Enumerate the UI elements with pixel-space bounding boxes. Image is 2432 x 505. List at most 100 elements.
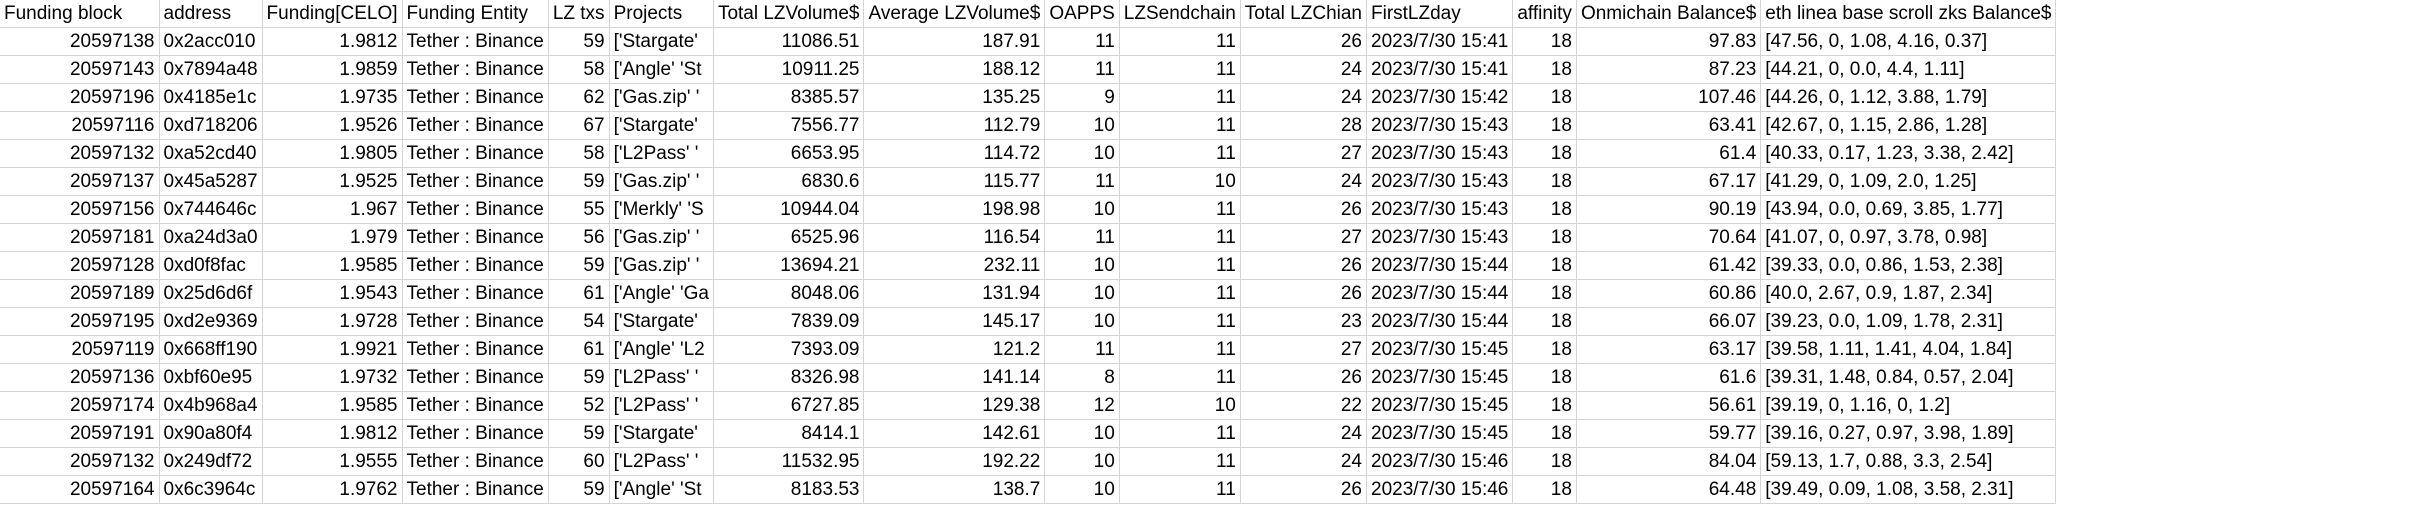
cell-affinity[interactable]: 18	[1512, 419, 1577, 448]
cell-lz-txs[interactable]: 58	[548, 55, 610, 84]
cell-funding-celo[interactable]: 1.9543	[262, 279, 403, 308]
cell-first-lz-day[interactable]: 2023/7/30 15:44	[1366, 279, 1514, 308]
cell-projects[interactable]: ['Gas.zip' '	[609, 83, 714, 112]
cell-lz-txs[interactable]: 55	[548, 195, 610, 224]
cell-oapps[interactable]: 10	[1044, 447, 1120, 476]
cell-funding-block[interactable]: 20597196	[0, 83, 160, 112]
cell-oapps[interactable]: 10	[1044, 475, 1120, 504]
cell-address[interactable]: 0x7894a48	[159, 55, 263, 84]
cell-onmichain-balance[interactable]: 60.86	[1576, 279, 1762, 308]
cell-chain-balances[interactable]: [39.33, 0.0, 0.86, 1.53, 2.38]	[1760, 251, 2057, 280]
cell-first-lz-day[interactable]: 2023/7/30 15:41	[1366, 27, 1514, 56]
cell-lz-sendchain[interactable]: 11	[1119, 55, 1241, 84]
cell-funding-celo[interactable]: 1.9762	[262, 475, 403, 504]
cell-lz-sendchain[interactable]: 11	[1119, 223, 1241, 252]
cell-total-lz-volume[interactable]: 7839.09	[713, 307, 865, 336]
cell-total-lz-volume[interactable]: 6653.95	[713, 139, 865, 168]
cell-address[interactable]: 0xd718206	[159, 111, 263, 140]
cell-funding-celo[interactable]: 1.9859	[262, 55, 403, 84]
cell-total-lz-volume[interactable]: 8385.57	[713, 83, 865, 112]
cell-lz-txs[interactable]: 59	[548, 27, 610, 56]
cell-first-lz-day[interactable]: 2023/7/30 15:43	[1366, 111, 1514, 140]
cell-total-lz-chian[interactable]: 24	[1240, 83, 1368, 112]
cell-oapps[interactable]: 11	[1044, 55, 1120, 84]
cell-funding-celo[interactable]: 1.9585	[262, 251, 403, 280]
cell-total-lz-chian[interactable]: 24	[1240, 419, 1368, 448]
cell-funding-celo[interactable]: 1.979	[262, 223, 403, 252]
cell-lz-sendchain[interactable]: 11	[1119, 195, 1241, 224]
cell-first-lz-day[interactable]: 2023/7/30 15:43	[1366, 223, 1514, 252]
cell-lz-sendchain[interactable]: 11	[1119, 307, 1241, 336]
cell-address[interactable]: 0xbf60e95	[159, 363, 263, 392]
cell-lz-sendchain[interactable]: 10	[1119, 391, 1241, 420]
cell-average-lz-volume[interactable]: 131.94	[863, 279, 1046, 308]
cell-funding-entity[interactable]: Tether : Binance	[402, 55, 549, 84]
cell-first-lz-day[interactable]: 2023/7/30 15:44	[1366, 307, 1514, 336]
cell-funding-block[interactable]: 20597136	[0, 363, 160, 392]
cell-funding-block[interactable]: 20597191	[0, 419, 160, 448]
cell-first-lz-day[interactable]: 2023/7/30 15:43	[1366, 195, 1514, 224]
cell-funding-block[interactable]: 20597132	[0, 447, 160, 476]
cell-funding-entity[interactable]: Tether : Binance	[402, 27, 549, 56]
cell-average-lz-volume[interactable]: 141.14	[863, 363, 1046, 392]
cell-funding-celo[interactable]: 1.9812	[262, 419, 403, 448]
cell-projects[interactable]: ['Stargate'	[609, 307, 714, 336]
cell-funding-entity[interactable]: Tether : Binance	[402, 363, 549, 392]
cell-funding-entity[interactable]: Tether : Binance	[402, 195, 549, 224]
cell-oapps[interactable]: 11	[1044, 223, 1120, 252]
cell-total-lz-volume[interactable]: 7393.09	[713, 335, 865, 364]
cell-funding-block[interactable]: 20597119	[0, 335, 160, 364]
cell-address[interactable]: 0x668ff190	[159, 335, 263, 364]
cell-first-lz-day[interactable]: 2023/7/30 15:41	[1366, 55, 1514, 84]
cell-onmichain-balance[interactable]: 61.4	[1576, 139, 1762, 168]
cell-affinity[interactable]: 18	[1512, 83, 1577, 112]
cell-oapps[interactable]: 11	[1044, 167, 1120, 196]
cell-funding-block[interactable]: 20597181	[0, 223, 160, 252]
cell-onmichain-balance[interactable]: 97.83	[1576, 27, 1762, 56]
cell-projects[interactable]: ['L2Pass' '	[609, 363, 714, 392]
cell-first-lz-day[interactable]: 2023/7/30 15:43	[1366, 139, 1514, 168]
cell-average-lz-volume[interactable]: 232.11	[863, 251, 1046, 280]
cell-total-lz-chian[interactable]: 23	[1240, 307, 1368, 336]
cell-average-lz-volume[interactable]: 142.61	[863, 419, 1046, 448]
cell-affinity[interactable]: 18	[1512, 251, 1577, 280]
column-header-lz-txs[interactable]: LZ txs	[548, 0, 610, 28]
cell-total-lz-volume[interactable]: 8414.1	[713, 419, 865, 448]
cell-chain-balances[interactable]: [39.16, 0.27, 0.97, 3.98, 1.89]	[1760, 419, 2057, 448]
cell-first-lz-day[interactable]: 2023/7/30 15:42	[1366, 83, 1514, 112]
cell-average-lz-volume[interactable]: 188.12	[863, 55, 1046, 84]
cell-total-lz-chian[interactable]: 24	[1240, 447, 1368, 476]
cell-lz-txs[interactable]: 61	[548, 279, 610, 308]
cell-funding-celo[interactable]: 1.9921	[262, 335, 403, 364]
cell-average-lz-volume[interactable]: 112.79	[863, 111, 1046, 140]
cell-projects[interactable]: ['Stargate'	[609, 111, 714, 140]
cell-address[interactable]: 0xd2e9369	[159, 307, 263, 336]
cell-average-lz-volume[interactable]: 121.2	[863, 335, 1046, 364]
column-header-affinity[interactable]: affinity	[1512, 0, 1577, 28]
cell-lz-sendchain[interactable]: 11	[1119, 139, 1241, 168]
cell-lz-sendchain[interactable]: 11	[1119, 363, 1241, 392]
cell-funding-entity[interactable]: Tether : Binance	[402, 251, 549, 280]
cell-average-lz-volume[interactable]: 116.54	[863, 223, 1046, 252]
cell-chain-balances[interactable]: [43.94, 0.0, 0.69, 3.85, 1.77]	[1760, 195, 2057, 224]
cell-oapps[interactable]: 10	[1044, 419, 1120, 448]
cell-first-lz-day[interactable]: 2023/7/30 15:46	[1366, 447, 1514, 476]
cell-lz-txs[interactable]: 59	[548, 419, 610, 448]
cell-address[interactable]: 0x6c3964c	[159, 475, 263, 504]
cell-average-lz-volume[interactable]: 138.7	[863, 475, 1046, 504]
cell-funding-entity[interactable]: Tether : Binance	[402, 139, 549, 168]
cell-first-lz-day[interactable]: 2023/7/30 15:45	[1366, 363, 1514, 392]
cell-lz-sendchain[interactable]: 10	[1119, 167, 1241, 196]
cell-lz-sendchain[interactable]: 11	[1119, 335, 1241, 364]
cell-affinity[interactable]: 18	[1512, 111, 1577, 140]
cell-onmichain-balance[interactable]: 67.17	[1576, 167, 1762, 196]
cell-chain-balances[interactable]: [39.58, 1.11, 1.41, 4.04, 1.84]	[1760, 335, 2057, 364]
cell-total-lz-volume[interactable]: 7556.77	[713, 111, 865, 140]
cell-address[interactable]: 0x249df72	[159, 447, 263, 476]
cell-chain-balances[interactable]: [39.49, 0.09, 1.08, 3.58, 2.31]	[1760, 475, 2057, 504]
cell-total-lz-chian[interactable]: 27	[1240, 139, 1368, 168]
cell-lz-sendchain[interactable]: 11	[1119, 111, 1241, 140]
cell-funding-entity[interactable]: Tether : Binance	[402, 111, 549, 140]
column-header-funding-entity[interactable]: Funding Entity	[402, 0, 549, 28]
cell-total-lz-volume[interactable]: 13694.21	[713, 251, 865, 280]
